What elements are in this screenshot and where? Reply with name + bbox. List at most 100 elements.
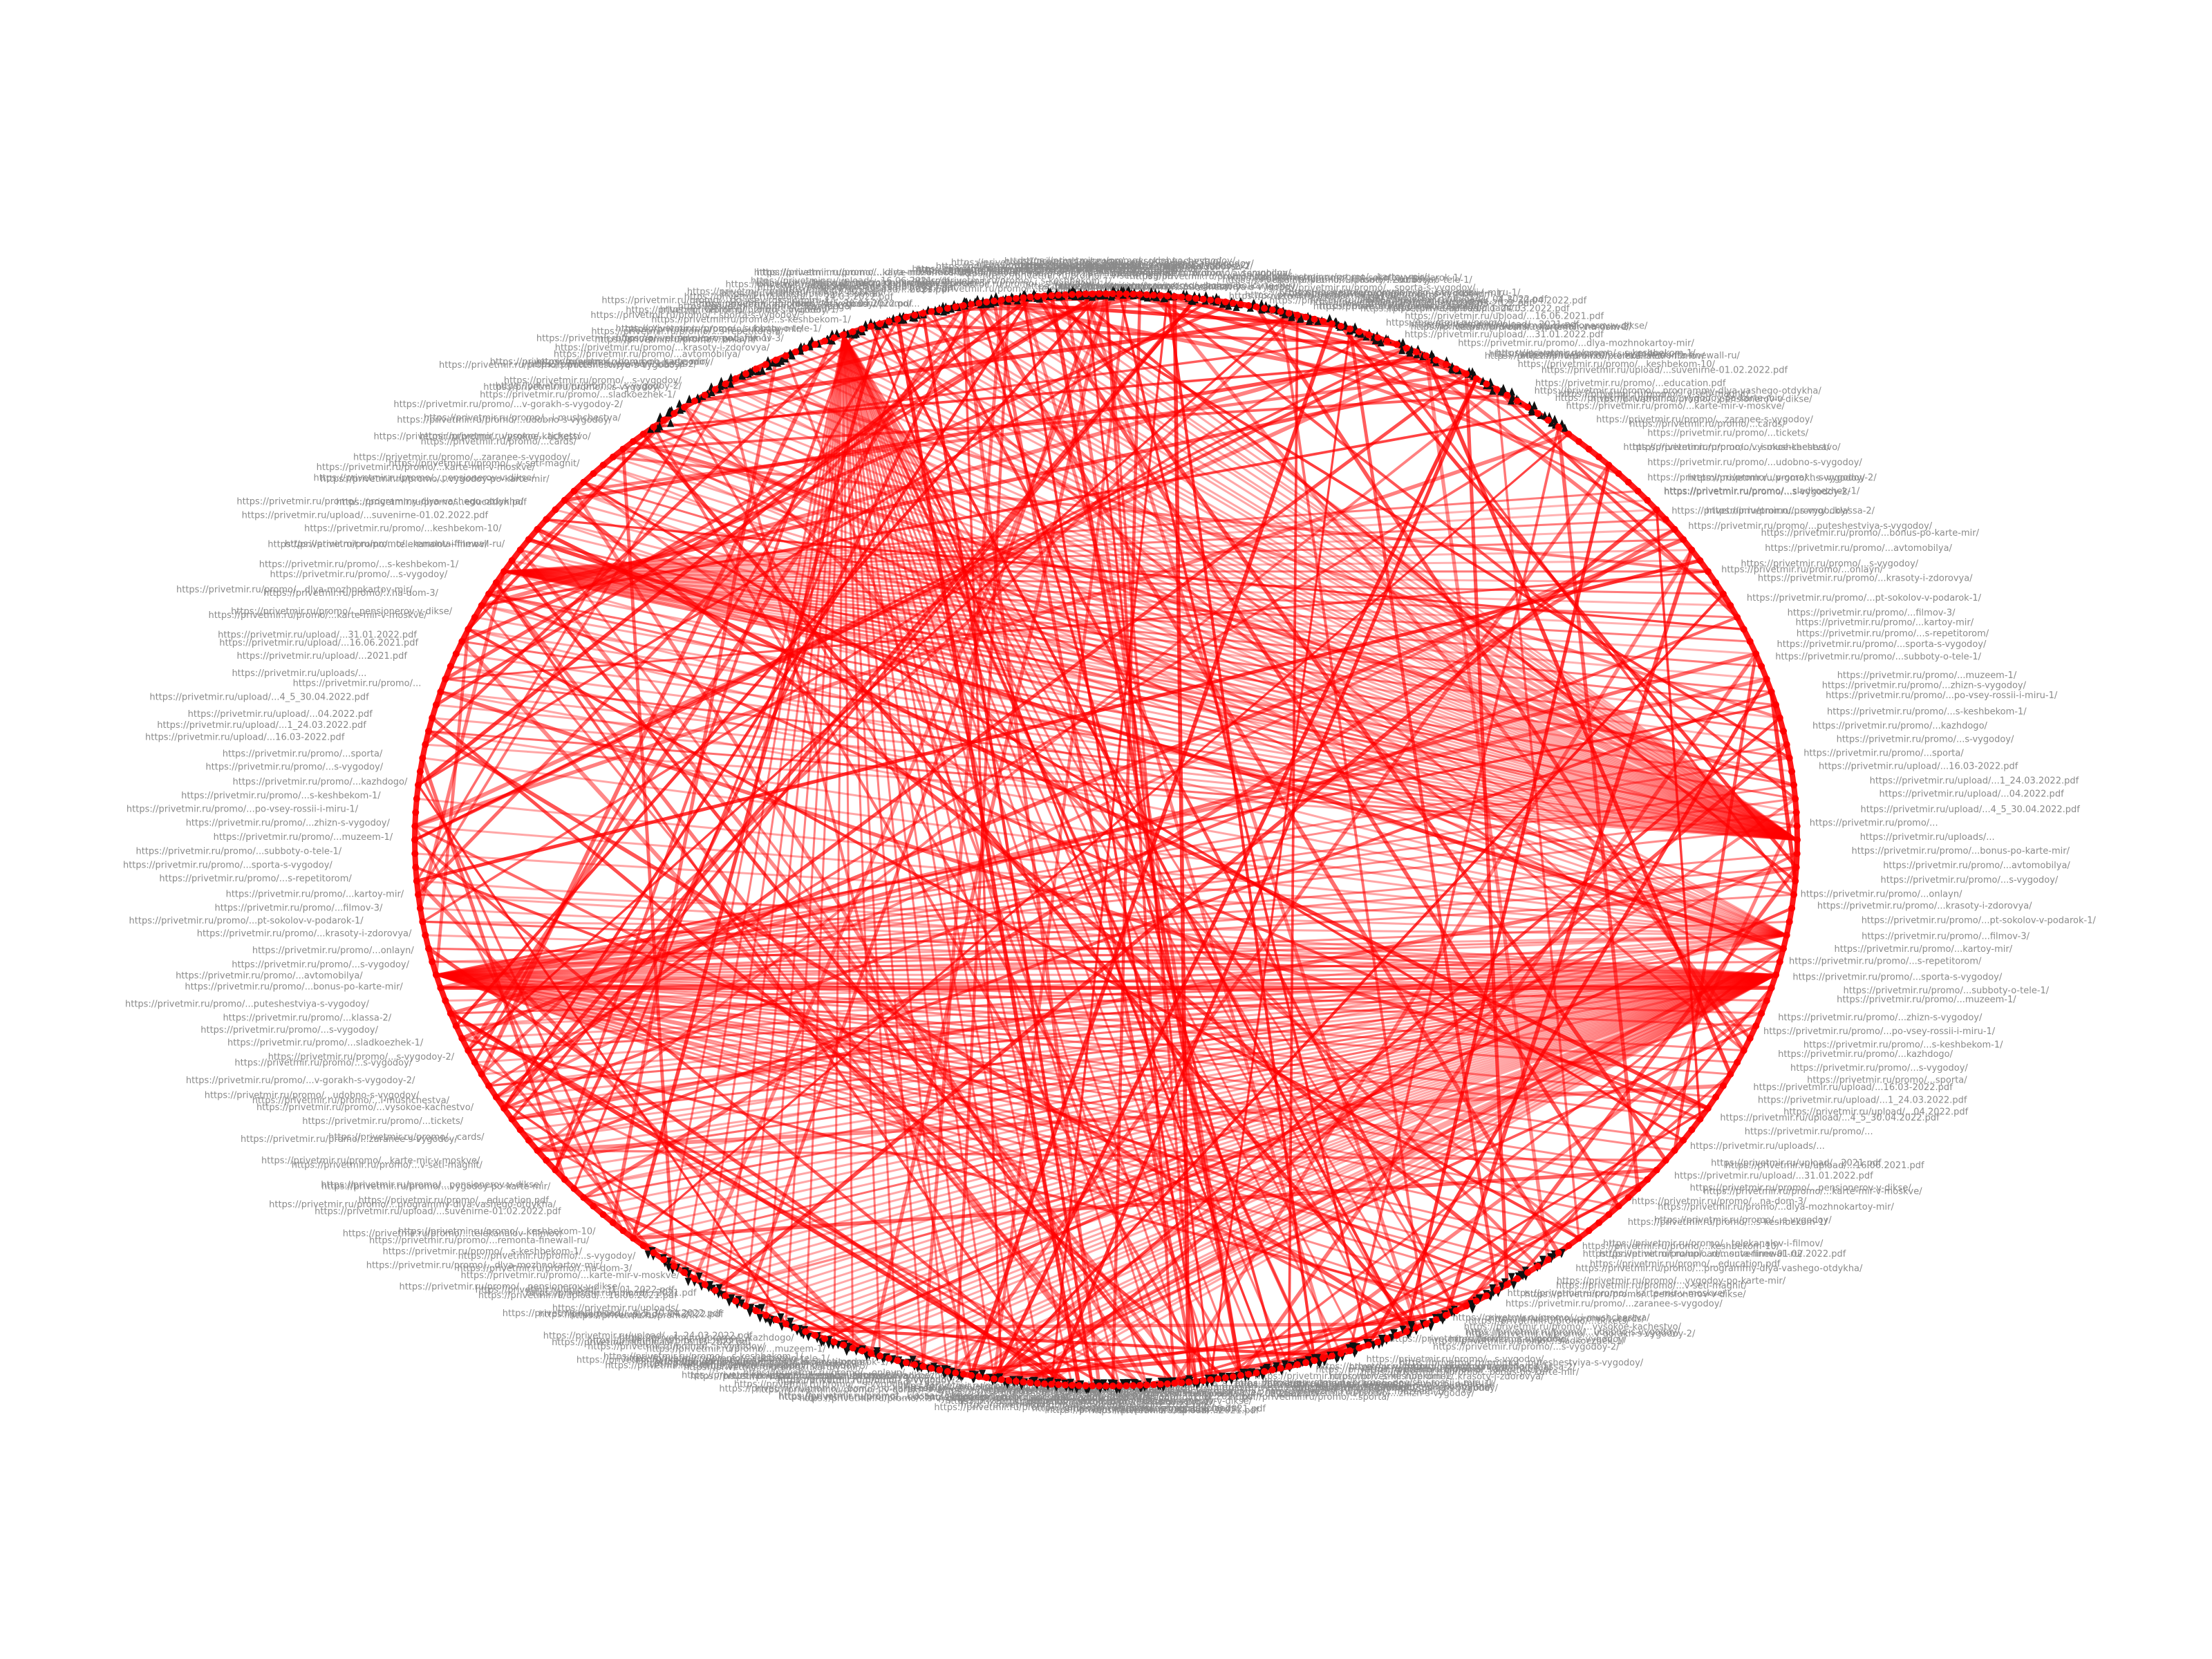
node-label: https://privetmir.ru/promo/...v-seti-mag… bbox=[1559, 389, 1750, 400]
graph-edge bbox=[496, 973, 1777, 1098]
node-label: https://privetmir.ru/promo/...bonus-po-k… bbox=[719, 1384, 937, 1394]
node-label: https://privetmir.ru/promo/...sporta-s-v… bbox=[1266, 283, 1476, 294]
graph-node bbox=[1452, 1307, 1460, 1315]
graph-node bbox=[1150, 291, 1157, 299]
node-label: https://privetmir.ru/promo/...pt-sokolov… bbox=[1317, 1362, 1552, 1372]
node-label: https://privetmir.ru/promo/...education.… bbox=[1535, 378, 1726, 388]
graph-node bbox=[1432, 356, 1440, 364]
graph-node bbox=[1794, 836, 1801, 843]
graph-edge bbox=[480, 337, 836, 1076]
node-label: https://privetmir.ru/promo/...karte-mir-… bbox=[934, 1403, 1153, 1413]
node-label: https://privetmir.ru/promo/...s-vygodoy/ bbox=[1056, 281, 1233, 292]
graph-node bbox=[1123, 1382, 1130, 1389]
node-label: https://privetmir.ru/upload/...16.03-202… bbox=[1753, 1082, 1953, 1093]
graph-node bbox=[936, 1366, 944, 1374]
node-label: https://privetmir.ru/upload/...4_5_30.04… bbox=[503, 1309, 722, 1319]
graph-node bbox=[1012, 294, 1020, 302]
node-label: https://privetmir.ru/upload/...4_5_30.04… bbox=[1861, 805, 2081, 815]
graph-edge bbox=[1455, 1073, 1732, 1312]
graph-node bbox=[1740, 1047, 1747, 1054]
graph-edge bbox=[424, 328, 863, 746]
node-label: https://privetmir.ru/promo/...krasoty-i-… bbox=[1329, 1372, 1544, 1382]
node-label: https://privetmir.ru/promo/...s-vygodoy/ bbox=[1790, 1063, 1968, 1074]
node-label: https://privetmir.ru/promo/...v-gorakh-s… bbox=[393, 400, 623, 410]
graph-node bbox=[552, 1166, 559, 1174]
graph-node bbox=[1719, 1082, 1727, 1089]
node-label: https://privetmir.ru/promo/...s-vygodoy-… bbox=[268, 1052, 455, 1062]
graph-edge bbox=[643, 973, 1777, 1247]
graph-node bbox=[1463, 1302, 1470, 1310]
graph-edge bbox=[1063, 294, 1243, 1376]
graph-edge bbox=[744, 293, 1101, 1307]
graph-node bbox=[1503, 1281, 1511, 1288]
graph-node bbox=[1096, 1382, 1103, 1389]
graph-node bbox=[639, 1242, 647, 1249]
graph-node bbox=[1790, 781, 1797, 789]
arrowhead bbox=[695, 1272, 703, 1281]
graph-node bbox=[1662, 1156, 1669, 1164]
node-label: https://privetmir.ru/promo/...telekanalo… bbox=[1603, 1239, 1824, 1249]
node-label: https://privetmir.ru/upload/...suvenirne… bbox=[919, 266, 1165, 276]
graph-node bbox=[1237, 301, 1244, 308]
graph-node bbox=[1585, 445, 1593, 453]
node-label: https://privetmir.ru/promo/...filmov-3/ bbox=[1229, 291, 1398, 301]
arrowhead bbox=[667, 418, 675, 427]
graph-node bbox=[885, 1355, 892, 1362]
graph-node bbox=[1534, 1262, 1541, 1270]
graph-node bbox=[911, 1361, 919, 1369]
node-label: https://privetmir.ru/promo/...sladkoezhe… bbox=[1429, 1336, 1625, 1347]
graph-node bbox=[1704, 568, 1712, 575]
graph-node bbox=[1055, 1381, 1062, 1389]
node-label: https://privetmir.ru/promo/...s-vygodoy/ bbox=[1881, 875, 2059, 885]
graph-node bbox=[1671, 525, 1678, 533]
graph-node bbox=[650, 1249, 657, 1257]
arrowhead bbox=[675, 399, 683, 408]
graph-node bbox=[812, 1331, 819, 1339]
node-label: https://privetmir.ru/promo/...avtomobily… bbox=[176, 971, 363, 981]
graph-node bbox=[1634, 1185, 1642, 1192]
node-label: https://privetmir.ru/upload/...16.06.202… bbox=[478, 1291, 677, 1301]
arrowhead bbox=[738, 371, 746, 379]
graph-node bbox=[429, 714, 436, 722]
node-label: https://privetmir.ru/promo/...avtomobily… bbox=[1883, 861, 2070, 871]
graph-node bbox=[433, 971, 440, 979]
graph-node bbox=[762, 361, 770, 368]
graph-node bbox=[772, 356, 780, 364]
graph-edge bbox=[673, 973, 1777, 1268]
node-label: https://privetmir.ru/promo/...s-vygodoy/ bbox=[1114, 268, 1291, 279]
graph-node bbox=[1156, 1380, 1164, 1388]
node-label: https://privetmir.ru/promo/...zaranee-s-… bbox=[353, 453, 570, 463]
node-label: https://privetmir.ru/promo/...telekanalo… bbox=[343, 1229, 563, 1239]
graph-node bbox=[1103, 290, 1109, 297]
graph-node bbox=[1734, 614, 1741, 621]
graph-edge bbox=[962, 305, 1101, 1387]
arrowhead bbox=[746, 1309, 753, 1318]
node-label: https://privetmir.ru/promo/...dlya-mozhn… bbox=[176, 585, 413, 595]
arrowhead bbox=[684, 1277, 692, 1286]
node-label: https://privetmir.ru/promo/...zhizn-s-vy… bbox=[626, 306, 830, 316]
node-label: https://privetmir.ru/promo/...i-mushches… bbox=[1022, 261, 1219, 272]
graph-node bbox=[1595, 453, 1603, 461]
graph-edge bbox=[422, 920, 1777, 976]
graph-node bbox=[1130, 1382, 1137, 1389]
arrowhead bbox=[881, 319, 889, 328]
node-label: https://privetmir.ru/promo/...muzeem-1/ bbox=[1837, 995, 2016, 1005]
node-label: https://privetmir.ru/promo/...karte-mir-… bbox=[461, 1271, 680, 1281]
graph-node bbox=[580, 478, 588, 486]
arrowhead bbox=[987, 299, 995, 308]
graph-edge bbox=[612, 456, 1709, 573]
node-label: https://privetmir.ru/promo/...vygodoy-po… bbox=[1557, 1276, 1786, 1286]
graph-node bbox=[1680, 1136, 1687, 1144]
node-label: https://privetmir.ru/promo/...sporta/ bbox=[1803, 749, 1964, 759]
graph-node bbox=[802, 344, 809, 352]
node-label: https://privetmir.ru/upload/...04.2022.p… bbox=[1880, 789, 2065, 800]
graph-node bbox=[458, 1035, 466, 1042]
graph-edge bbox=[435, 973, 1559, 1254]
node-label: https://privetmir.ru/promo/...s-vygodoy/ bbox=[734, 1380, 912, 1390]
graph-node bbox=[534, 525, 541, 533]
graph-edge bbox=[503, 489, 1638, 573]
graph-edge bbox=[445, 677, 1798, 841]
graph-edge bbox=[922, 312, 1751, 1040]
graph-edge bbox=[921, 312, 1094, 1387]
node-label: https://privetmir.ru/upload/...16.06.202… bbox=[751, 276, 950, 287]
